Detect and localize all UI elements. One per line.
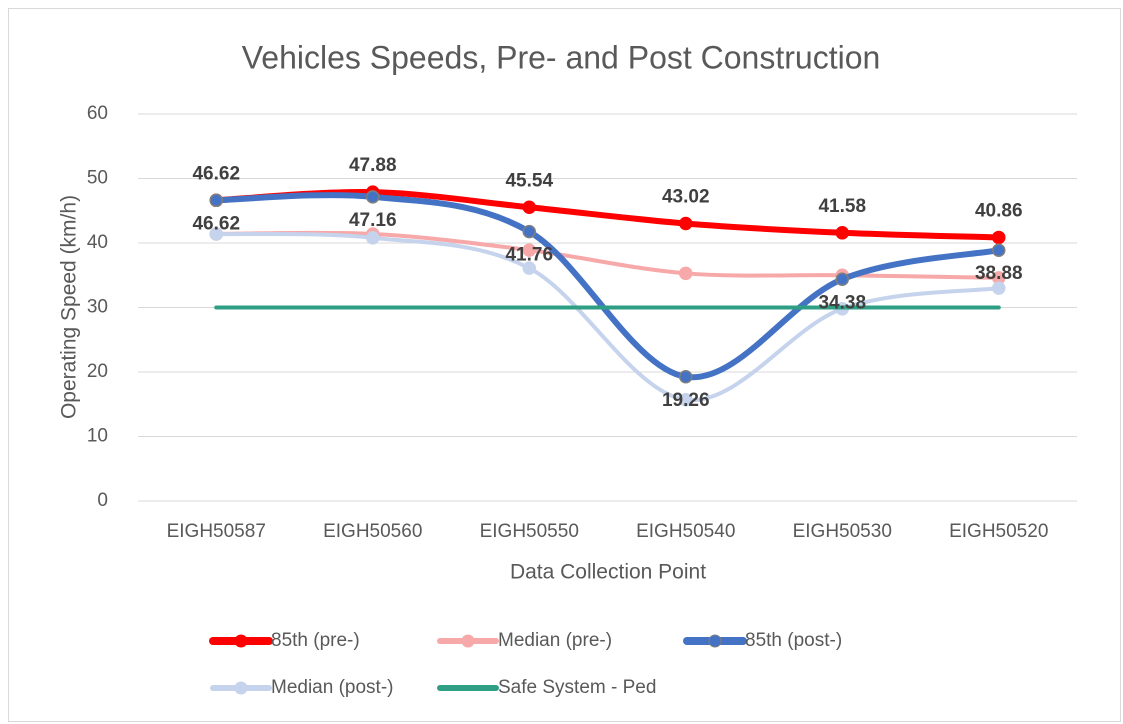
data-label: 34.38 <box>818 292 866 313</box>
marker <box>679 266 693 281</box>
y-tick-label: 60 <box>87 103 108 124</box>
marker <box>366 190 380 204</box>
marker <box>209 227 223 241</box>
legend-marker <box>234 681 248 695</box>
legend-item: Median (pre-) <box>437 630 612 651</box>
data-label: 41.58 <box>818 196 866 217</box>
data-label: 45.54 <box>505 170 553 191</box>
series-line <box>213 192 1002 381</box>
y-tick-label: 30 <box>87 297 108 318</box>
y-tick-label: 10 <box>87 426 108 447</box>
y-tick-label: 20 <box>87 361 108 382</box>
marker <box>522 261 536 275</box>
chart-title: Vehicles Speeds, Pre- and Post Construct… <box>242 39 881 75</box>
series-line <box>214 230 1001 280</box>
series-line <box>213 189 1002 241</box>
x-tick-label: EIGH50540 <box>636 521 735 542</box>
legend-label: Median (pre-) <box>498 630 612 651</box>
chart-card <box>8 8 1121 722</box>
y-axis-title: Operating Speed (km/h) <box>58 195 81 419</box>
marker <box>992 230 1006 245</box>
legend-label: Safe System - Ped <box>498 677 656 698</box>
marker <box>992 243 1006 257</box>
data-label: 40.86 <box>975 200 1023 221</box>
x-tick-label: EIGH50587 <box>167 521 266 542</box>
legend-item: Median (post-) <box>210 677 394 698</box>
y-tick-label: 0 <box>97 490 108 511</box>
legend-item: Safe System - Ped <box>437 677 656 698</box>
legend-label: 85th (pre-) <box>271 630 360 651</box>
legend-item: 85th (post-) <box>683 630 842 651</box>
data-label: 19.26 <box>662 390 710 411</box>
legend-marker <box>708 634 722 648</box>
marker <box>522 200 536 215</box>
data-label: 46.62 <box>192 163 240 184</box>
legend-marker <box>461 634 475 648</box>
marker <box>522 224 536 239</box>
data-label: 47.88 <box>349 155 397 176</box>
x-tick-label: EIGH50520 <box>949 521 1048 542</box>
y-tick-label: 40 <box>87 232 108 253</box>
marker <box>679 370 693 384</box>
marker <box>209 193 223 208</box>
marker <box>679 216 693 231</box>
data-label: 46.62 <box>192 213 240 234</box>
marker <box>992 281 1006 295</box>
legend-marker <box>234 634 248 648</box>
marker <box>366 231 380 245</box>
legend-label: 85th (post-) <box>745 630 842 651</box>
x-tick-label: EIGH50560 <box>323 521 422 542</box>
legend-item: 85th (pre-) <box>209 630 360 651</box>
marker <box>835 272 849 286</box>
data-label: 43.02 <box>662 187 710 208</box>
x-tick-label: EIGH50550 <box>480 521 579 542</box>
data-label: 41.76 <box>505 245 553 266</box>
data-label: 38.88 <box>975 263 1023 284</box>
legend-label: Median (post-) <box>271 677 394 698</box>
marker <box>679 392 693 407</box>
x-tick-label: EIGH50530 <box>793 521 892 542</box>
y-tick-label: 50 <box>87 168 108 189</box>
marker <box>522 243 536 257</box>
marker <box>835 226 849 240</box>
data-label: 47.16 <box>349 210 397 231</box>
series-line <box>214 231 1001 402</box>
x-axis-title: Data Collection Point <box>510 561 706 584</box>
